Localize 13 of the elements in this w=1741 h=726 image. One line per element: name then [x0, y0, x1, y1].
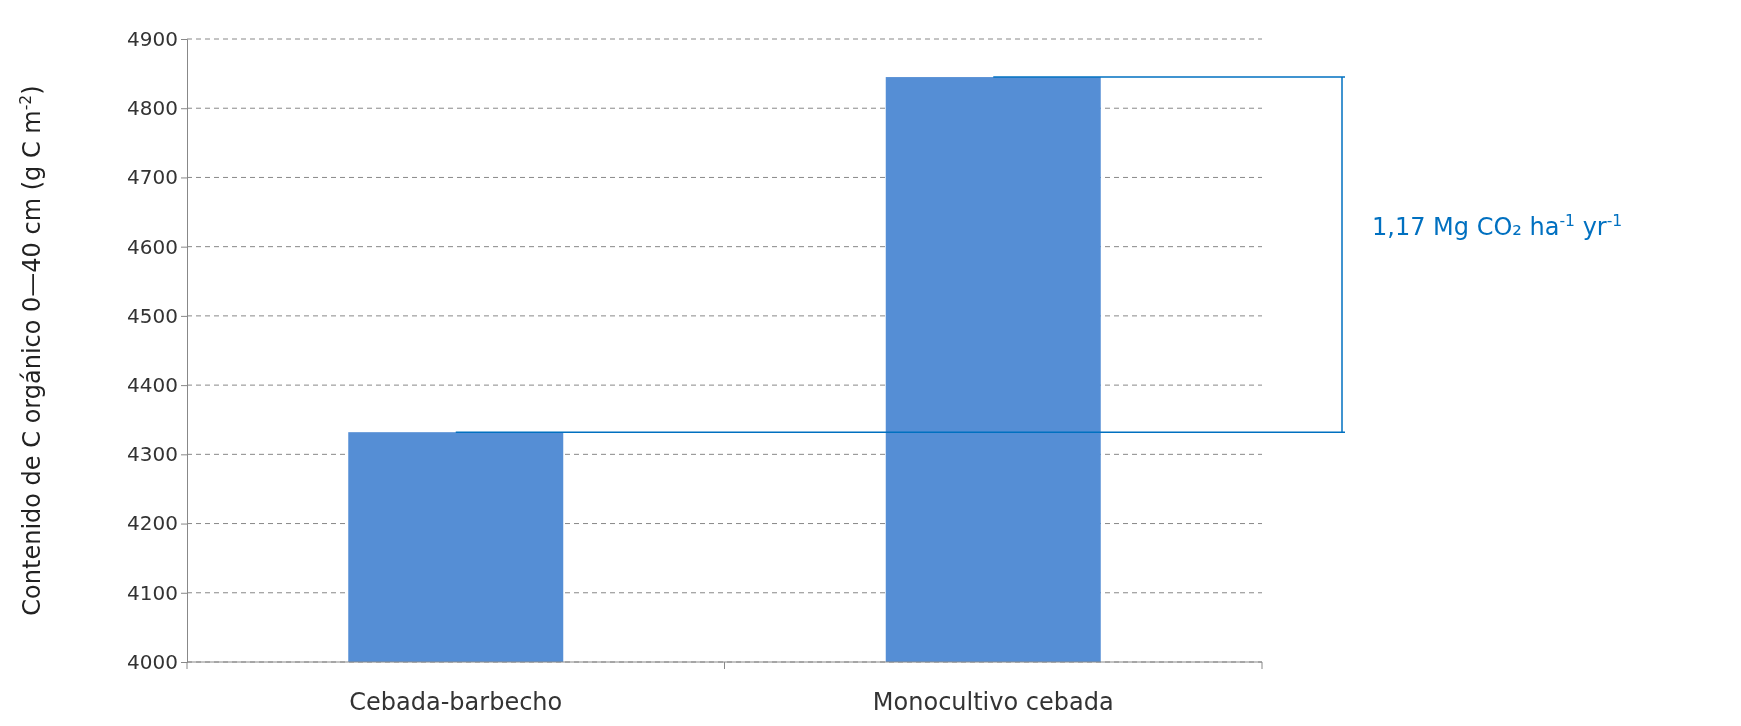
- y-tick-label: 4100: [127, 580, 178, 605]
- text: 1,17 Mg CO₂ ha$^{-1}$ yr$^{-1}$: [1372, 211, 1623, 241]
- y-tick-label: 4600: [127, 234, 178, 259]
- y-tick-label: 4500: [127, 303, 178, 328]
- y-tick-label: 4300: [127, 442, 178, 467]
- y-tick-label: 4700: [127, 165, 178, 190]
- y-tick-label: 4900: [127, 26, 178, 51]
- y-tick-label: 4800: [127, 96, 178, 121]
- x-tick-label: Monocultivo cebada: [872, 688, 1114, 716]
- x-tick-label: Cebada-barbecho: [349, 688, 563, 716]
- y-tick-label: 4000: [127, 649, 178, 674]
- y-tick-label: 4200: [127, 511, 178, 536]
- y-tick-label: 4400: [127, 373, 178, 398]
